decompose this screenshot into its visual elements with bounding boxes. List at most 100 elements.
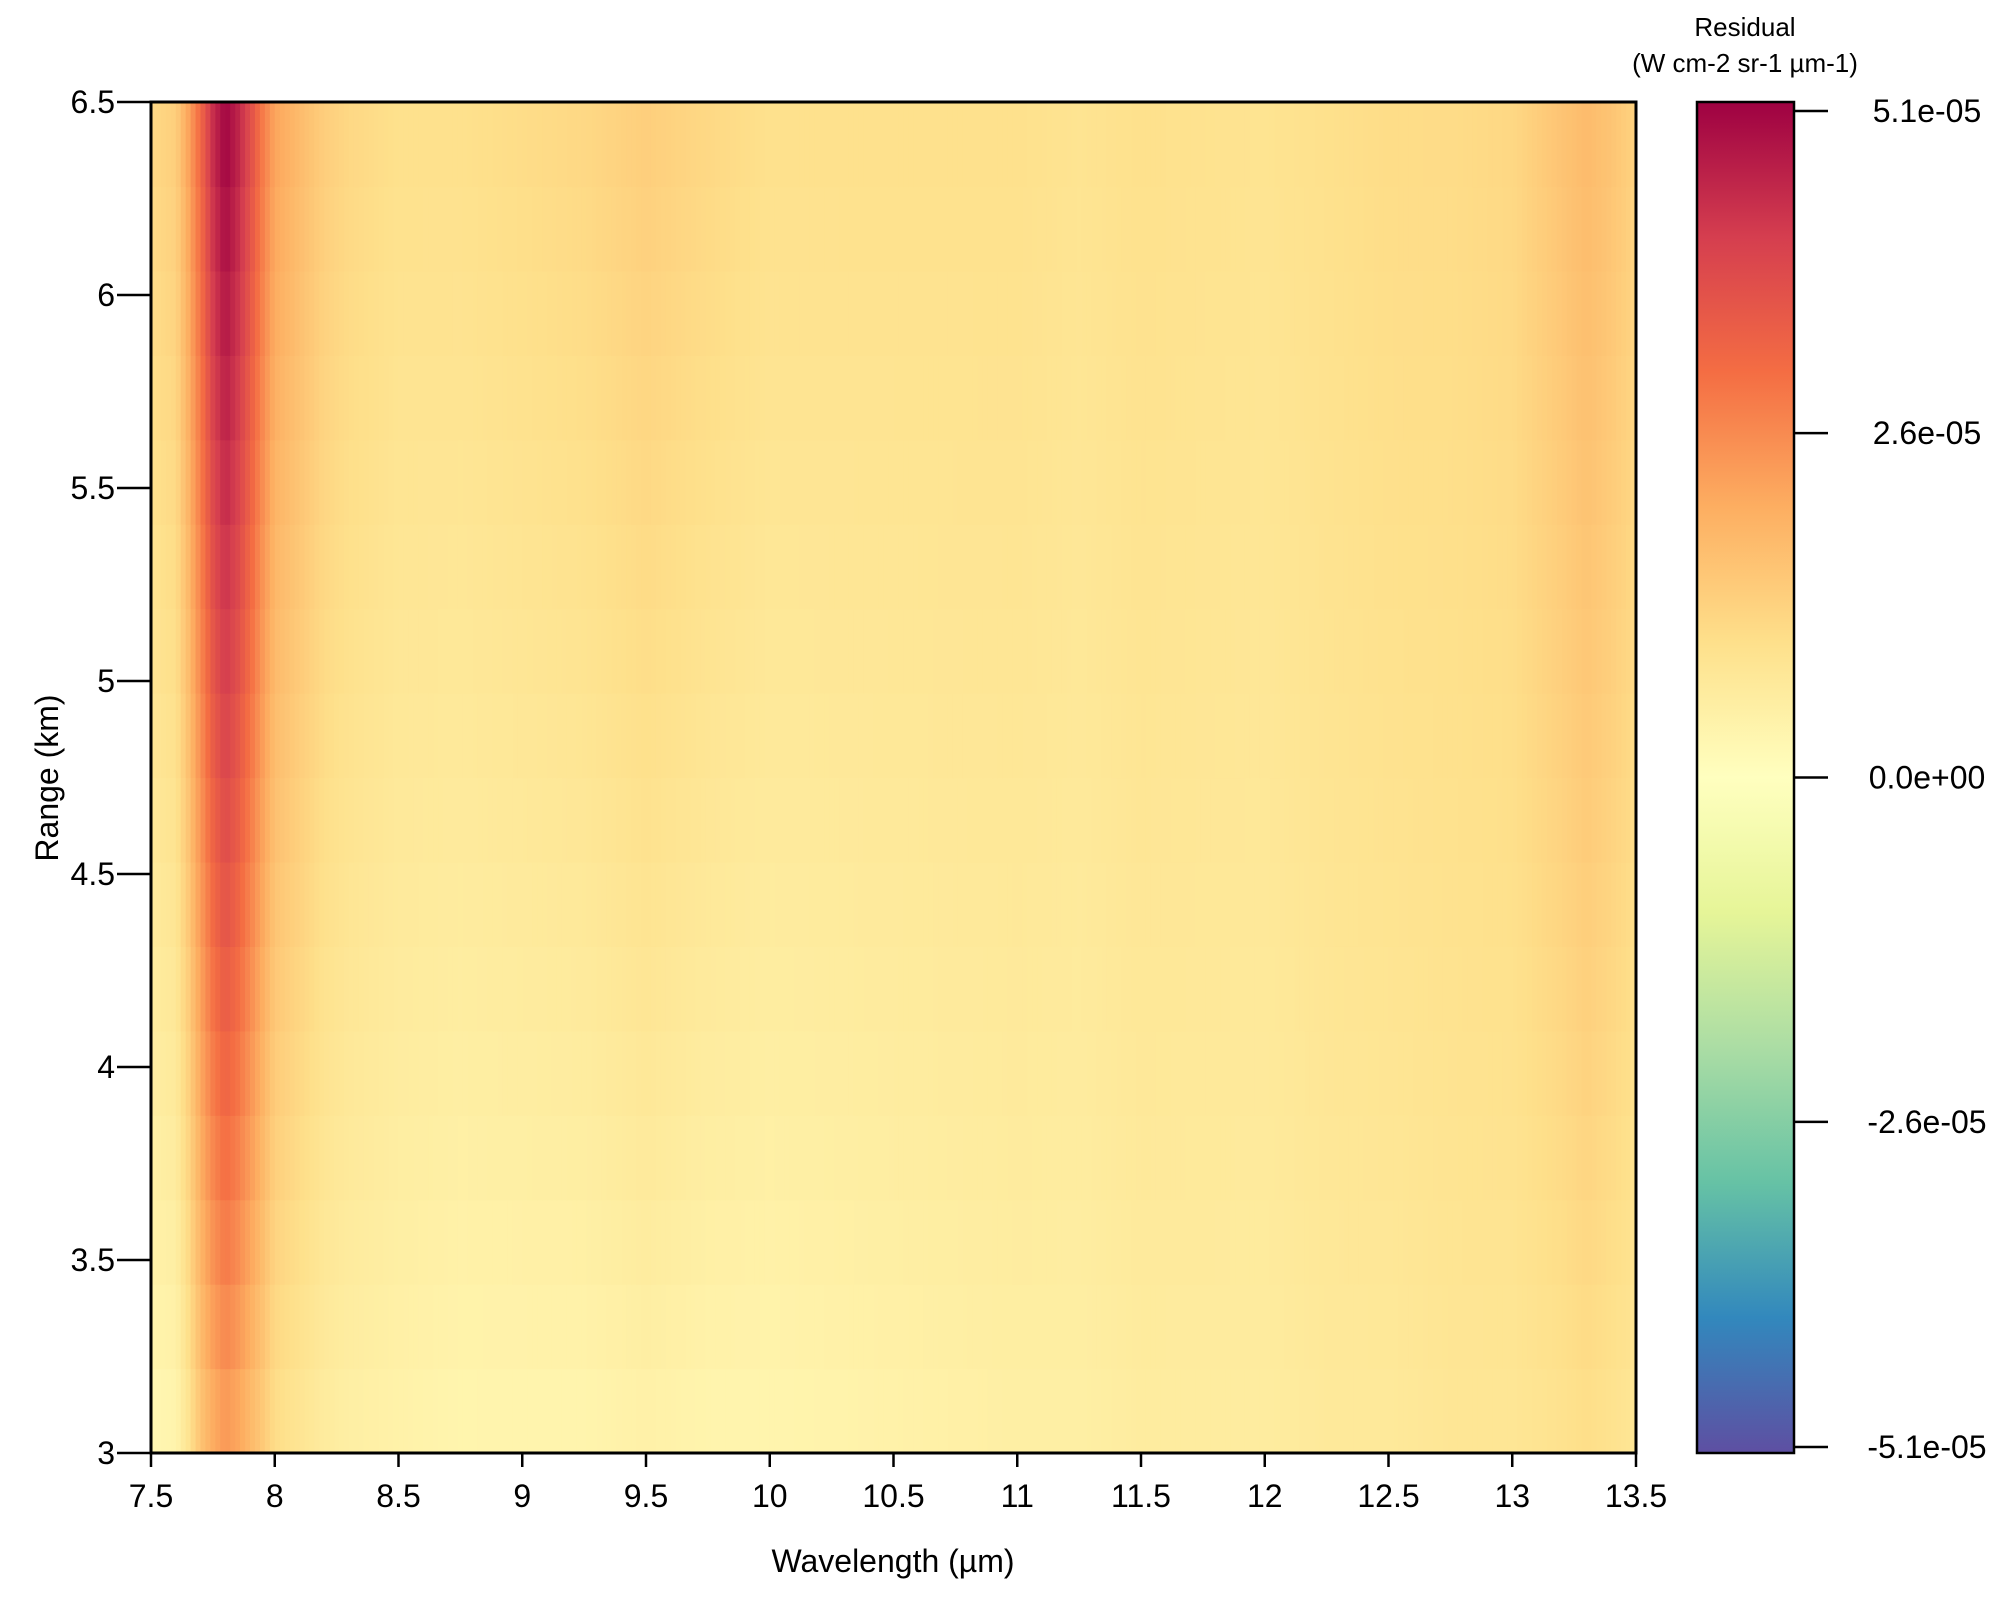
heatmap-cell xyxy=(650,1368,657,1453)
heatmap-cell xyxy=(1121,1030,1127,1116)
heatmap-cell xyxy=(695,1199,702,1285)
heatmap-cell xyxy=(581,1368,588,1453)
heatmap-cell xyxy=(1235,355,1241,441)
heatmap-cell xyxy=(1546,1284,1553,1370)
heatmap-cell xyxy=(1517,777,1523,863)
heatmap-cell xyxy=(1398,1199,1404,1285)
heatmap-cell xyxy=(180,1284,187,1370)
heatmap-cell xyxy=(957,355,964,441)
heatmap-cell xyxy=(1467,1368,1474,1453)
heatmap-cell xyxy=(334,861,340,947)
heatmap-cell xyxy=(1324,946,1330,1032)
heatmap-cell xyxy=(537,270,543,356)
heatmap-cell xyxy=(1205,777,1211,863)
heatmap-cell xyxy=(403,861,409,947)
heatmap-cell xyxy=(482,1115,489,1201)
heatmap-cell xyxy=(517,524,523,610)
heatmap-cell xyxy=(1353,270,1360,356)
heatmap-cell xyxy=(799,1284,805,1370)
heatmap-cell xyxy=(566,439,573,525)
heatmap-cell xyxy=(452,1368,459,1453)
heatmap-cell xyxy=(754,270,761,356)
heatmap-cell xyxy=(606,1199,612,1285)
heatmap-cell xyxy=(809,608,815,694)
heatmap-cell xyxy=(373,1368,380,1453)
heatmap-cell xyxy=(1571,270,1578,356)
heatmap-cell xyxy=(824,355,830,441)
heatmap-cell xyxy=(601,524,607,610)
heatmap-cell xyxy=(428,1368,434,1453)
heatmap-cell xyxy=(1596,1115,1602,1201)
heatmap-cell xyxy=(1596,693,1602,779)
heatmap-cell xyxy=(1586,1115,1593,1201)
heatmap-cell xyxy=(819,439,825,525)
heatmap-cell xyxy=(1433,777,1439,863)
heatmap-cell xyxy=(868,524,875,610)
heatmap-cell xyxy=(774,1199,781,1285)
heatmap-cell xyxy=(1210,102,1216,188)
heatmap-cell xyxy=(502,439,508,525)
heatmap-cell xyxy=(1626,102,1632,188)
heatmap-cell xyxy=(448,861,454,947)
heatmap-cell xyxy=(947,355,954,441)
heatmap-cell xyxy=(1106,1368,1112,1453)
heatmap-cell xyxy=(1591,439,1597,525)
heatmap-cell xyxy=(452,1199,459,1285)
heatmap-cell xyxy=(1438,102,1444,188)
heatmap-cell xyxy=(626,524,632,610)
heatmap-cell xyxy=(1264,1030,1271,1116)
heatmap-cell xyxy=(235,861,241,947)
heatmap-cell xyxy=(155,186,162,272)
heatmap-cell xyxy=(1428,439,1434,525)
heatmap-cell xyxy=(487,102,494,188)
x-tick-label: 11.5 xyxy=(1111,1478,1171,1514)
heatmap-cell xyxy=(428,777,434,863)
heatmap-cell xyxy=(1056,608,1063,694)
heatmap-cell xyxy=(918,439,924,525)
heatmap-cell xyxy=(284,102,291,188)
heatmap-cell xyxy=(1042,1368,1048,1453)
heatmap-cell xyxy=(304,693,310,779)
heatmap-cell xyxy=(982,524,989,610)
heatmap-cell xyxy=(883,355,890,441)
heatmap-cell xyxy=(1314,270,1320,356)
heatmap-cell xyxy=(606,1030,612,1116)
heatmap-cell xyxy=(1358,608,1365,694)
heatmap-cell xyxy=(477,355,484,441)
heatmap-cell xyxy=(151,270,157,356)
heatmap-cell xyxy=(784,1368,791,1453)
heatmap-cell xyxy=(759,608,766,694)
heatmap-cell xyxy=(1482,777,1489,863)
heatmap-cell xyxy=(947,186,954,272)
heatmap-cell xyxy=(175,608,182,694)
heatmap-cell xyxy=(299,693,306,779)
heatmap-cell xyxy=(1046,1030,1053,1116)
heatmap-cell xyxy=(878,102,885,188)
heatmap-cell xyxy=(487,946,494,1032)
heatmap-cell xyxy=(962,1368,969,1453)
heatmap-cell xyxy=(1037,1199,1043,1285)
heatmap-cell xyxy=(1076,1199,1083,1285)
heatmap-cell xyxy=(1259,355,1266,441)
heatmap-cell xyxy=(601,1115,607,1201)
heatmap-cell xyxy=(1329,608,1335,694)
heatmap-cell xyxy=(933,946,939,1032)
heatmap-cell xyxy=(428,102,434,188)
heatmap-cell xyxy=(1185,439,1192,525)
heatmap-cell xyxy=(1249,1030,1256,1116)
heatmap-cell xyxy=(151,946,157,1032)
heatmap-cell xyxy=(903,608,909,694)
heatmap-cell xyxy=(423,777,429,863)
heatmap-cell xyxy=(1418,524,1424,610)
heatmap-cell xyxy=(1289,861,1296,947)
heatmap-cell xyxy=(918,1199,924,1285)
heatmap-cell xyxy=(933,1284,939,1370)
heatmap-cell xyxy=(383,439,390,525)
heatmap-cell xyxy=(586,1199,593,1285)
heatmap-cell xyxy=(378,270,385,356)
heatmap-cell xyxy=(982,270,989,356)
heatmap-cell xyxy=(1492,777,1498,863)
heatmap-cell xyxy=(611,102,617,188)
heatmap-cell xyxy=(1348,355,1355,441)
heatmap-cell xyxy=(1061,102,1068,188)
